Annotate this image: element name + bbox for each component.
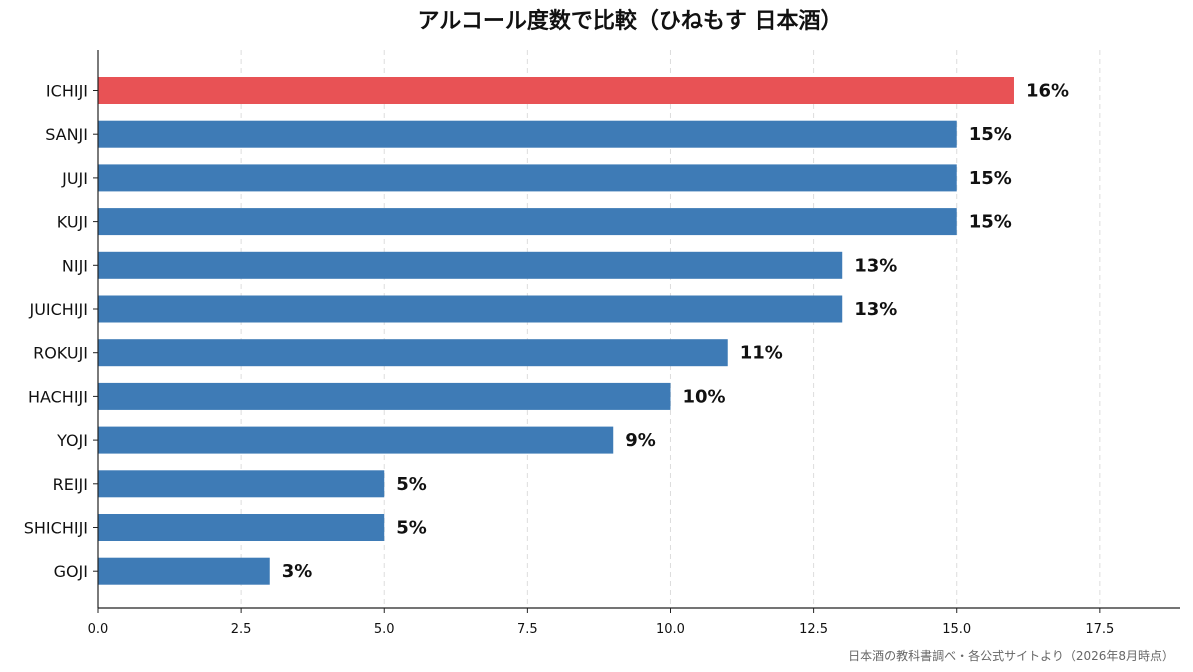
bar-reiji	[98, 470, 385, 498]
bar-value-label: 15%	[969, 212, 1012, 233]
x-tick-label: 17.5	[1085, 622, 1114, 637]
bar-kuji	[98, 208, 957, 236]
x-tick-label: 0.0	[88, 622, 109, 637]
bar-value-label: 13%	[854, 299, 897, 320]
bar-value-label: 15%	[969, 124, 1012, 145]
bar-hachiji	[98, 382, 671, 410]
bar-yoji	[98, 426, 614, 454]
bar-value-label: 16%	[1026, 81, 1069, 102]
bar-value-label: 15%	[969, 168, 1012, 189]
y-tick-label: JUJI	[61, 169, 88, 188]
bar-value-label: 13%	[854, 255, 897, 276]
y-tick-label: SHICHIJI	[24, 519, 88, 538]
bars-layer	[98, 77, 1014, 585]
bar-ichiji	[98, 77, 1014, 104]
bar-value-label: 5%	[396, 518, 427, 539]
bar-value-label: 10%	[682, 386, 725, 407]
y-tick-label: REIJI	[53, 475, 88, 494]
bar-juji	[98, 164, 957, 192]
bar-shichiji	[98, 514, 385, 541]
x-tick-label: 2.5	[231, 622, 252, 637]
bar-niji	[98, 251, 843, 279]
y-tick-label: HACHIJI	[28, 387, 88, 406]
x-tick-label: 12.5	[799, 622, 828, 637]
y-tick-label: ICHIJI	[46, 82, 88, 101]
y-tick-label: ROKUJI	[33, 344, 88, 363]
y-tick-label: NIJI	[62, 256, 88, 275]
axes-layer	[93, 50, 1180, 613]
chart-title: アルコール度数で比較（ひねもす 日本酒）	[417, 8, 842, 34]
bar-juichiji	[98, 295, 843, 323]
bar-sanji	[98, 120, 957, 148]
x-tick-label: 10.0	[656, 622, 685, 637]
bar-value-label: 11%	[740, 343, 783, 364]
x-tick-label: 7.5	[517, 622, 538, 637]
x-tick-label: 5.0	[374, 622, 395, 637]
bar-goji	[98, 557, 270, 585]
source-note: 日本酒の教科書調べ・各公式サイトより（2026年8月時点）	[848, 648, 1174, 663]
bar-value-label: 3%	[282, 561, 313, 582]
y-tick-label: SANJI	[45, 125, 88, 144]
y-tick-label: JUICHIJI	[28, 300, 88, 319]
x-tick-label: 15.0	[942, 622, 971, 637]
labels-layer: 0.0 2.5 5.0 7.5 10.0 12.5 15.0 17.5 ICHIJI 16% SAN…	[24, 81, 1115, 638]
bar-value-label: 5%	[396, 474, 427, 495]
bar-rokuji	[98, 339, 728, 367]
y-tick-label: YOJI	[56, 431, 88, 450]
y-tick-label: GOJI	[54, 562, 88, 581]
y-tick-label: KUJI	[57, 213, 88, 232]
bar-value-label: 9%	[625, 430, 656, 451]
